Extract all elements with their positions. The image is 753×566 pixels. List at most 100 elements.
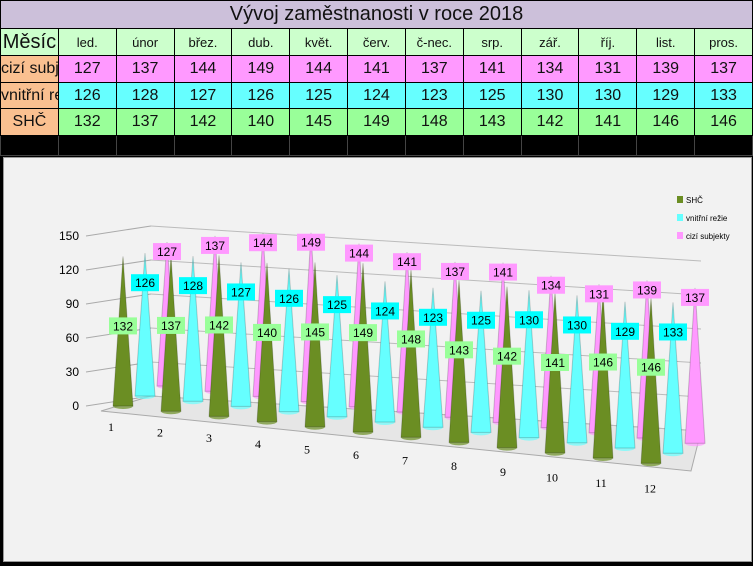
cone-SHČ bbox=[448, 280, 470, 443]
value-cell: 146 bbox=[694, 108, 753, 136]
data-label-bg bbox=[537, 276, 565, 294]
empty-cell bbox=[347, 135, 406, 156]
value-cell: 140 bbox=[231, 108, 291, 136]
data-label-bg bbox=[253, 323, 281, 341]
x-tick-label: 12 bbox=[644, 482, 656, 496]
value-cell: 137 bbox=[404, 55, 464, 83]
legend-swatch bbox=[677, 232, 683, 239]
data-label-bg bbox=[131, 274, 159, 292]
gridline bbox=[85, 293, 152, 305]
empty-cell bbox=[231, 135, 291, 156]
empty-cell bbox=[520, 135, 580, 156]
data-label-bg bbox=[585, 285, 613, 303]
month-header-cell: květ. bbox=[289, 28, 349, 56]
data-label: 137 bbox=[205, 239, 225, 253]
value-cell: 127 bbox=[57, 55, 117, 83]
cone-vnitřní režie bbox=[278, 268, 300, 413]
data-label: 123 bbox=[423, 311, 443, 325]
data-label: 140 bbox=[257, 326, 277, 340]
data-label-bg bbox=[659, 323, 687, 341]
legend-label: SHČ bbox=[686, 196, 703, 205]
data-label: 126 bbox=[135, 276, 155, 290]
y-tick-label: 90 bbox=[66, 297, 80, 311]
data-label-bg bbox=[349, 324, 377, 342]
data-label: 125 bbox=[471, 314, 491, 328]
data-label: 124 bbox=[375, 304, 395, 318]
value-cell: 139 bbox=[636, 55, 696, 83]
month-header-cell: list. bbox=[636, 28, 696, 56]
cone-vnitřní režie bbox=[422, 287, 444, 428]
cone-vnitřní režie bbox=[326, 275, 348, 418]
cone-vnitřní režie bbox=[230, 262, 252, 407]
data-label: 127 bbox=[231, 285, 251, 299]
data-label: 133 bbox=[663, 325, 683, 339]
data-label: 137 bbox=[685, 291, 705, 305]
cone-vnitřní režie bbox=[134, 253, 156, 397]
data-label-bg bbox=[637, 358, 665, 376]
value-cell: 143 bbox=[462, 108, 522, 136]
x-tick-label: 3 bbox=[206, 431, 212, 445]
data-label-bg bbox=[445, 341, 473, 359]
data-label-bg bbox=[371, 302, 399, 320]
cone-vnitřní režie bbox=[614, 301, 636, 449]
empty-cell bbox=[289, 135, 349, 156]
value-cell: 145 bbox=[289, 108, 349, 136]
x-tick-label: 2 bbox=[157, 426, 163, 440]
legend-swatch bbox=[677, 196, 683, 203]
data-label-bg bbox=[681, 288, 709, 306]
x-tick-label: 1 bbox=[108, 420, 114, 434]
value-cell: 125 bbox=[289, 82, 349, 109]
month-header-cell: pros. bbox=[694, 28, 753, 56]
cone-vnitřní režie bbox=[662, 302, 684, 454]
month-header-cell: led. bbox=[57, 28, 117, 56]
cone-vnitřní režie bbox=[566, 295, 588, 444]
data-label: 143 bbox=[449, 343, 469, 357]
legend-swatch bbox=[677, 214, 683, 221]
data-label-bg bbox=[541, 354, 569, 371]
value-cell: 141 bbox=[347, 55, 406, 83]
y-tick-label: 150 bbox=[59, 229, 79, 243]
data-label-bg bbox=[275, 289, 303, 307]
month-header-cell: břez. bbox=[173, 28, 233, 56]
data-label-bg bbox=[633, 281, 661, 299]
month-header-cell: červ. bbox=[347, 28, 406, 56]
row-label: vnitřní režie bbox=[0, 82, 59, 109]
data-label-bg bbox=[109, 317, 137, 335]
data-label: 141 bbox=[545, 356, 565, 370]
data-label: 137 bbox=[445, 265, 465, 279]
month-header-cell: říj. bbox=[578, 28, 638, 56]
value-cell: 142 bbox=[173, 108, 233, 136]
data-label: 144 bbox=[349, 247, 369, 261]
value-cell: 142 bbox=[520, 108, 580, 136]
cone-cizí subjekty bbox=[684, 287, 706, 444]
month-header-cell: srp. bbox=[462, 28, 522, 56]
data-label-bg bbox=[301, 323, 329, 341]
empty-cell bbox=[0, 135, 59, 156]
month-header: Měsíc bbox=[0, 28, 59, 56]
x-tick-label: 8 bbox=[451, 459, 457, 473]
value-cell: 133 bbox=[694, 82, 753, 109]
data-label: 141 bbox=[397, 255, 417, 269]
x-tick-label: 6 bbox=[353, 448, 359, 462]
value-cell: 130 bbox=[520, 82, 580, 109]
data-label: 134 bbox=[541, 279, 561, 293]
x-tick-label: 10 bbox=[546, 470, 558, 484]
y-tick-label: 120 bbox=[59, 263, 79, 277]
value-cell: 144 bbox=[173, 55, 233, 83]
value-cell: 126 bbox=[57, 82, 117, 109]
table-title: Vývoj zaměstnanosti v roce 2018 bbox=[0, 0, 753, 29]
empty-cell bbox=[694, 135, 753, 156]
data-label: 128 bbox=[183, 279, 203, 293]
value-cell: 130 bbox=[578, 82, 638, 109]
data-label-bg bbox=[515, 311, 543, 329]
value-cell: 131 bbox=[578, 55, 638, 83]
data-label-bg bbox=[157, 316, 185, 334]
month-header-cell: č-nec. bbox=[404, 28, 464, 56]
data-label-bg bbox=[297, 233, 325, 251]
value-cell: 137 bbox=[694, 55, 753, 83]
value-cell: 148 bbox=[404, 108, 464, 136]
cone-vnitřní režie bbox=[374, 281, 396, 423]
data-label: 137 bbox=[161, 319, 181, 333]
data-label-bg bbox=[397, 330, 425, 348]
